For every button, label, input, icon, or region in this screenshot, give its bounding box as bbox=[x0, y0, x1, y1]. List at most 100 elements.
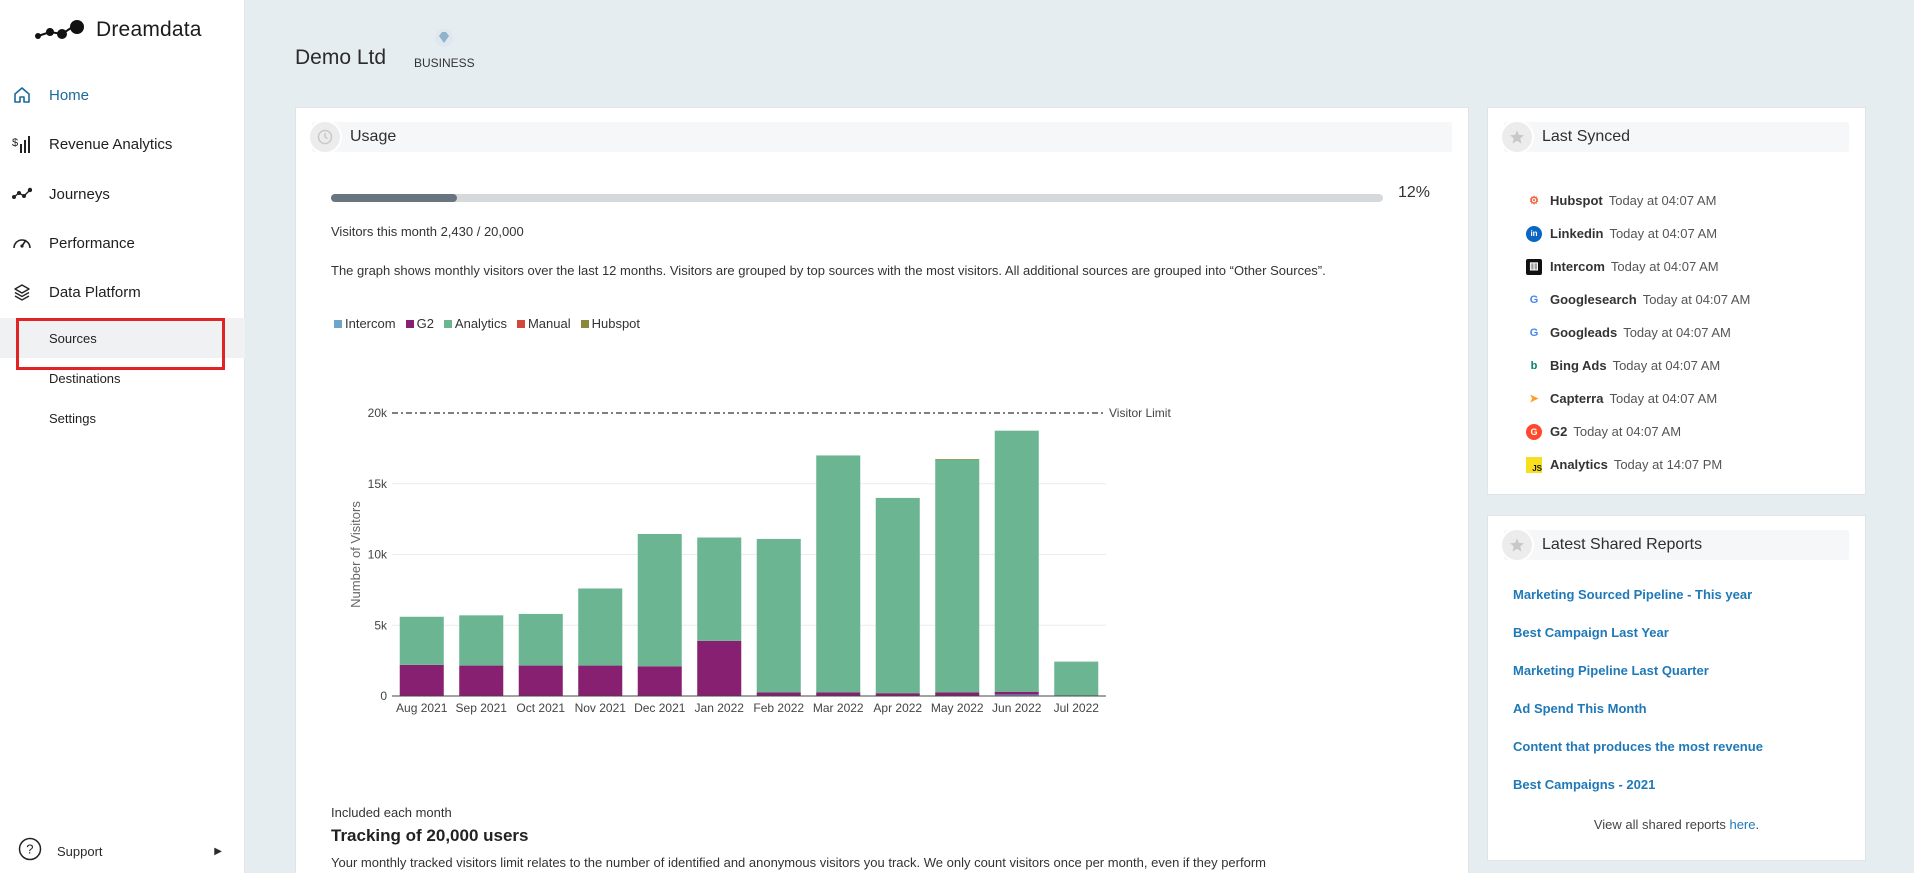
sync-row: G Googleads Today at 04:07 AM bbox=[1526, 316, 1750, 349]
intercom-icon: ▥ bbox=[1526, 258, 1542, 275]
plan-badge: BUSINESS bbox=[414, 28, 475, 70]
shared-reports-card: Latest Shared Reports Marketing Sourced … bbox=[1487, 515, 1866, 861]
bar-segment bbox=[1054, 661, 1099, 696]
bar-segment bbox=[816, 455, 861, 693]
shared-reports-title: Latest Shared Reports bbox=[1542, 536, 1703, 553]
bar-segment bbox=[994, 691, 1039, 695]
shared-report-link[interactable]: Content that produces the most revenue bbox=[1513, 739, 1763, 754]
x-tick-label: Jan 2022 bbox=[695, 701, 745, 715]
legend-label: Analytics bbox=[454, 316, 507, 331]
view-all-link[interactable]: here bbox=[1729, 817, 1756, 832]
sync-source-name: Bing Ads bbox=[1550, 358, 1607, 373]
included-label: Included each month bbox=[331, 805, 452, 820]
bar-segment bbox=[875, 693, 920, 696]
sidebar-subitem-destinations[interactable]: Destinations bbox=[0, 358, 245, 398]
star-icon bbox=[1500, 120, 1534, 154]
sidebar-item-data-platform[interactable]: Data Platform bbox=[0, 272, 245, 312]
legend-swatch bbox=[405, 319, 414, 328]
star-icon bbox=[1500, 528, 1534, 562]
visitor-limit-label: Visitor Limit bbox=[1109, 406, 1171, 420]
x-tick-label: Feb 2022 bbox=[753, 701, 804, 715]
sync-row: ⚙ Hubspot Today at 04:07 AM bbox=[1526, 184, 1750, 217]
bar-segment bbox=[637, 666, 682, 696]
legend-swatch bbox=[443, 319, 452, 328]
usage-progress-bar bbox=[331, 194, 1383, 202]
svg-text:$: $ bbox=[12, 137, 18, 149]
revenue-analytics-icon: $ bbox=[11, 133, 33, 155]
google-icon: G bbox=[1529, 293, 1539, 306]
legend-item[interactable]: Hubspot bbox=[580, 316, 640, 331]
last-synced-title: Last Synced bbox=[1542, 128, 1631, 145]
sync-time: Today at 04:07 AM bbox=[1609, 226, 1718, 241]
tracking-description: Your monthly tracked visitors limit rela… bbox=[331, 855, 1266, 870]
sidebar-item-performance[interactable]: Performance bbox=[0, 223, 245, 263]
page-title: Demo Ltd bbox=[295, 46, 387, 69]
sync-source-name: Capterra bbox=[1550, 391, 1604, 406]
svg-text:?: ? bbox=[26, 841, 33, 856]
chart-legend: Intercom G2 Analytics Manual Hubspot bbox=[334, 316, 640, 331]
logo[interactable]: Dreamdata bbox=[34, 18, 202, 42]
diamond-badge-icon bbox=[435, 29, 453, 47]
shared-reports-header: Latest Shared Reports bbox=[1500, 528, 1849, 562]
legend-item[interactable]: Analytics bbox=[443, 316, 507, 331]
y-tick-label: 5k bbox=[374, 618, 388, 632]
bar-segment bbox=[935, 458, 980, 460]
legend-label: G2 bbox=[416, 316, 434, 331]
sync-source-name: Hubspot bbox=[1550, 193, 1603, 208]
y-tick-label: 10k bbox=[368, 548, 388, 562]
sync-source-name: Googlesearch bbox=[1550, 292, 1637, 307]
sync-time: Today at 04:07 AM bbox=[1610, 259, 1719, 274]
legend-item[interactable]: Manual bbox=[516, 316, 571, 331]
visitors-this-month: Visitors this month 2,430 / 20,000 bbox=[331, 224, 524, 239]
google-icon: G bbox=[1529, 326, 1539, 339]
view-all-reports: View all shared reports here. bbox=[1488, 817, 1865, 832]
last-synced-card: Last Synced ⚙ Hubspot Today at 04:07 AM in L… bbox=[1487, 107, 1866, 495]
x-tick-label: Jul 2022 bbox=[1054, 701, 1100, 715]
capterra-icon: ➤ bbox=[1529, 393, 1539, 405]
sidebar-item-home[interactable]: Home bbox=[0, 75, 245, 115]
bar-segment bbox=[459, 615, 504, 666]
sync-row: JS Analytics Today at 14:07 PM bbox=[1526, 448, 1750, 481]
sidebar-subitem-label: Settings bbox=[49, 410, 96, 426]
sidebar-item-label: Data Platform bbox=[49, 283, 141, 301]
sync-time: Today at 04:07 AM bbox=[1612, 358, 1721, 373]
shared-report-link[interactable]: Marketing Sourced Pipeline - This year bbox=[1513, 587, 1753, 602]
x-tick-label: May 2022 bbox=[931, 701, 984, 715]
bar-segment bbox=[994, 694, 1039, 696]
hubspot-icon: ⚙ bbox=[1529, 195, 1539, 207]
sidebar-subitem-settings[interactable]: Settings bbox=[0, 398, 245, 438]
sync-row: ▥ Intercom Today at 04:07 AM bbox=[1526, 250, 1750, 283]
sync-row: ➤ Capterra Today at 04:07 AM bbox=[1526, 382, 1750, 415]
bar-segment bbox=[399, 616, 444, 665]
g2-icon: G bbox=[1526, 423, 1542, 440]
legend-item[interactable]: Intercom bbox=[334, 316, 396, 331]
shared-report-link[interactable]: Marketing Pipeline Last Quarter bbox=[1513, 663, 1709, 678]
support-button[interactable]: ? Support ▶ bbox=[18, 837, 228, 866]
sync-source-name: Googleads bbox=[1550, 325, 1618, 340]
legend-item[interactable]: G2 bbox=[405, 316, 434, 331]
sidebar: Dreamdata Home $ Revenue Analytics Journ… bbox=[0, 0, 245, 873]
sidebar-item-revenue-analytics[interactable]: $ Revenue Analytics bbox=[0, 124, 245, 164]
monthly-visitors-chart: 0 5k 10k 15k 20k Number of Visitors Aug 2021 Se… bbox=[348, 406, 1171, 715]
sync-time: Today at 04:07 AM bbox=[1623, 325, 1731, 340]
shared-report-link[interactable]: Best Campaigns - 2021 bbox=[1513, 777, 1656, 792]
bar-segment bbox=[875, 497, 920, 694]
last-synced-header: Last Synced bbox=[1500, 120, 1849, 154]
dreamdata-logo-icon bbox=[35, 20, 84, 39]
bar-segment bbox=[518, 665, 563, 696]
report-list: Marketing Sourced Pipeline - This year Be… bbox=[1513, 587, 1763, 815]
journeys-icon bbox=[11, 183, 33, 205]
performance-gauge-icon bbox=[11, 232, 33, 254]
usage-description: The graph shows monthly visitors over th… bbox=[331, 263, 1326, 278]
sidebar-item-label: Revenue Analytics bbox=[49, 135, 173, 153]
sidebar-subitem-sources[interactable]: Sources bbox=[0, 318, 245, 370]
x-tick-label: Apr 2022 bbox=[873, 701, 922, 715]
x-tick-label: Nov 2021 bbox=[575, 701, 627, 715]
sidebar-subitem-label: Sources bbox=[49, 330, 97, 346]
help-circle-icon: ? bbox=[18, 837, 42, 866]
sidebar-subitem-label: Destinations bbox=[49, 370, 121, 386]
shared-report-link[interactable]: Best Campaign Last Year bbox=[1513, 625, 1669, 640]
sidebar-item-journeys[interactable]: Journeys bbox=[0, 174, 245, 214]
shared-report-link[interactable]: Ad Spend This Month bbox=[1513, 701, 1647, 716]
bar-segment bbox=[637, 533, 682, 667]
